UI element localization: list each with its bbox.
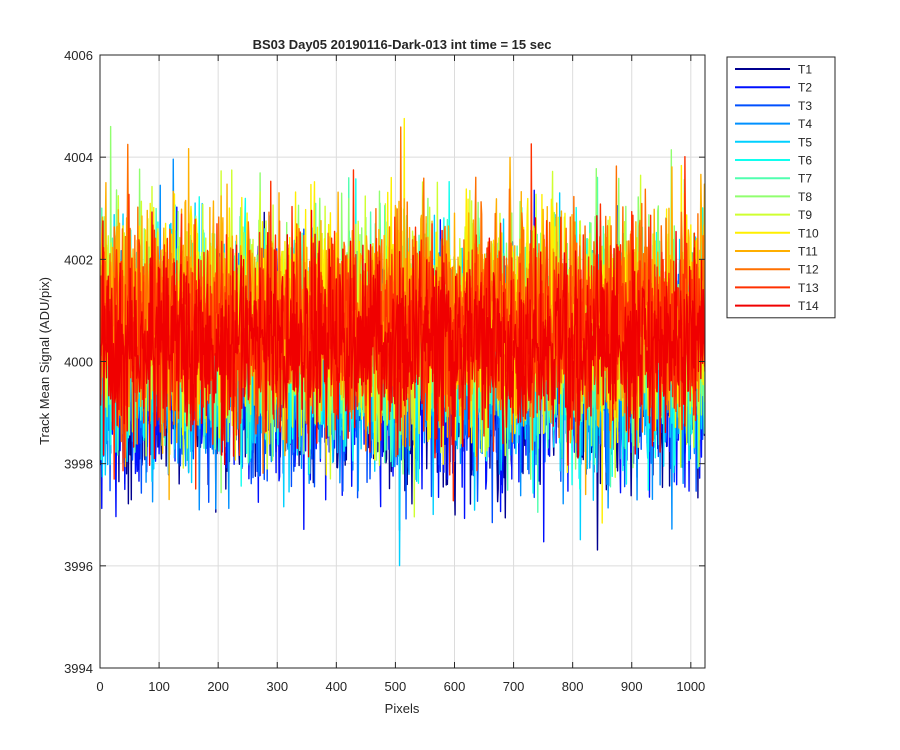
x-tick-label: 200 bbox=[207, 679, 229, 694]
legend-label-t7: T7 bbox=[798, 172, 812, 186]
legend-label-t2: T2 bbox=[798, 81, 812, 95]
x-tick-label: 600 bbox=[444, 679, 466, 694]
legend-label-t6: T6 bbox=[798, 154, 812, 168]
legend-label-t11: T11 bbox=[798, 245, 818, 259]
legend-label-t14: T14 bbox=[798, 299, 819, 313]
legend-label-t13: T13 bbox=[798, 281, 819, 295]
legend: T1 T2 T3 T4 T5 T6 T7 T8 T9 T10 T11 T12 T13 T14 bbox=[726, 56, 836, 319]
x-tick-label: 0 bbox=[96, 679, 103, 694]
x-tick-label: 800 bbox=[562, 679, 584, 694]
y-tick-label: 3996 bbox=[64, 559, 93, 574]
y-axis-label: Track Mean Signal (ADU/pix) bbox=[37, 277, 52, 445]
chart-title: BS03 Day05 20190116-Dark-013 int time = … bbox=[253, 37, 552, 52]
series-line-t14 bbox=[100, 209, 705, 467]
x-tick-label: 300 bbox=[266, 679, 288, 694]
y-tick-label: 4002 bbox=[64, 252, 93, 267]
x-tick-label: 900 bbox=[621, 679, 643, 694]
x-tick-label: 700 bbox=[503, 679, 525, 694]
legend-box bbox=[726, 56, 836, 319]
legend-label-t3: T3 bbox=[798, 99, 812, 113]
x-axis: 0 100 200 300 400 500 600 700 800 900 1000 bbox=[96, 55, 705, 694]
legend-label-t5: T5 bbox=[798, 135, 812, 149]
y-tick-label: 3994 bbox=[64, 661, 93, 676]
series-layer bbox=[100, 117, 705, 567]
legend-label-t1: T1 bbox=[798, 63, 812, 77]
x-tick-label: 100 bbox=[148, 679, 170, 694]
y-tick-label: 3998 bbox=[64, 457, 93, 472]
legend-label-t8: T8 bbox=[798, 190, 812, 204]
legend-label-t10: T10 bbox=[798, 226, 819, 240]
y-axis: 3994 3996 3998 4000 4002 4004 4006 bbox=[64, 48, 705, 676]
x-tick-label: 400 bbox=[325, 679, 347, 694]
y-tick-label: 4000 bbox=[64, 355, 93, 370]
y-tick-label: 4006 bbox=[64, 48, 93, 63]
legend-label-t12: T12 bbox=[798, 263, 819, 277]
x-axis-label: Pixels bbox=[385, 701, 420, 716]
legend-label-t9: T9 bbox=[798, 208, 812, 222]
x-tick-label: 1000 bbox=[676, 679, 705, 694]
legend-label-t4: T4 bbox=[798, 117, 812, 131]
y-tick-label: 4004 bbox=[64, 150, 93, 165]
x-tick-label: 500 bbox=[385, 679, 407, 694]
